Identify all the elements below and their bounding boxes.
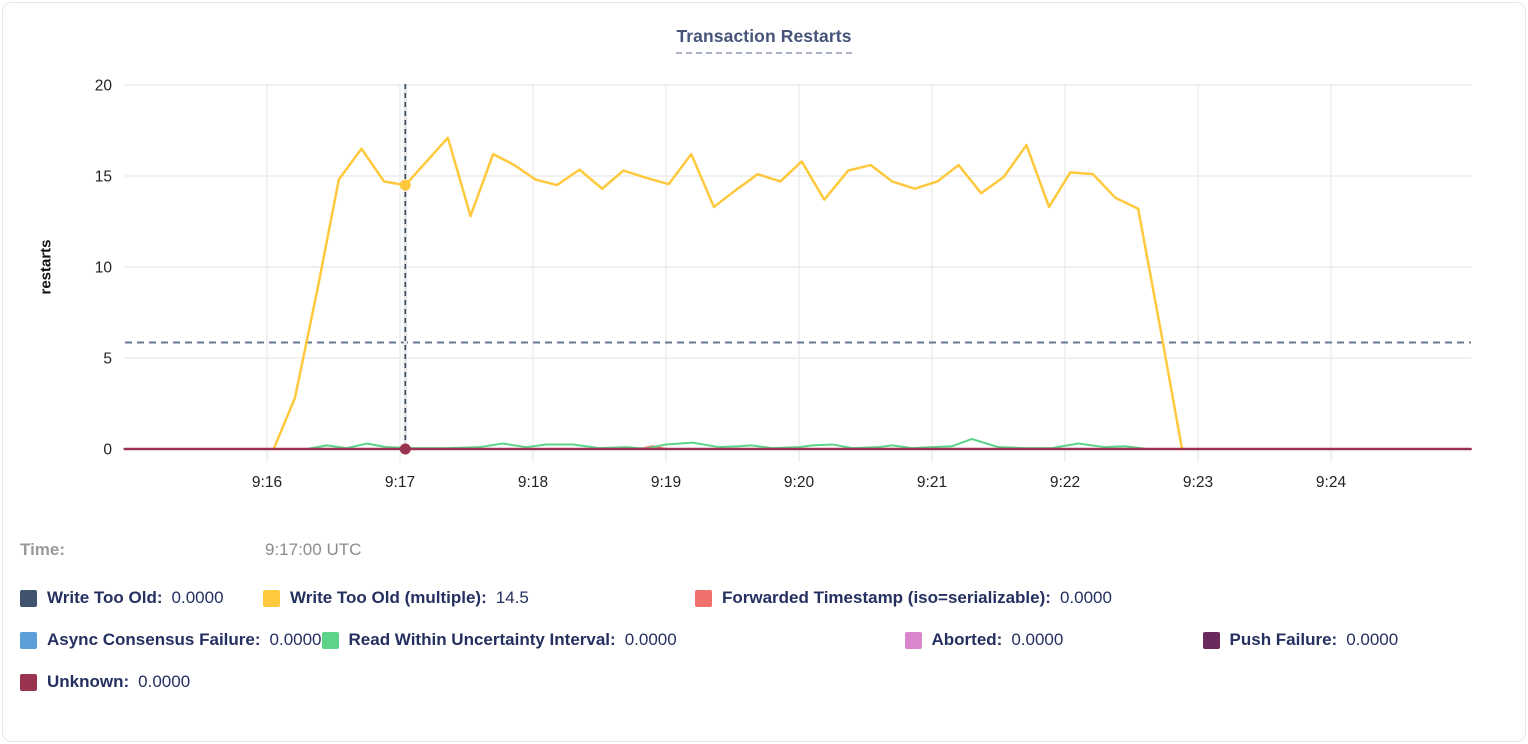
y-tick-label: 5 (103, 351, 112, 368)
x-tick-label: 9:18 (518, 474, 548, 491)
legend-value: 14.5 (495, 588, 529, 607)
legend-label: Write Too Old: (47, 588, 163, 607)
transaction-restarts-chart[interactable]: 0 5 10 15 20 9:16 9:17 9:18 9:19 9:20 9:21 9:22 9:23… (0, 60, 1528, 505)
y-tick-label: 15 (95, 169, 112, 186)
legend-item-unknown[interactable]: Unknown: 0.0000 (20, 672, 190, 692)
legend-label: Unknown: (47, 672, 130, 691)
x-tick-label: 9:23 (1183, 474, 1213, 491)
legend-label: Push Failure: (1229, 630, 1338, 649)
chart-title: Transaction Restarts (676, 26, 852, 54)
legend-row: Write Too Old: 0.0000 Write Too Old (multi… (20, 588, 1398, 608)
legend-item-aborted[interactable]: Aborted: 0.0000 (904, 630, 1203, 650)
legend-label: Forwarded Timestamp (iso=serializable): (722, 588, 1051, 607)
legend-value: 0.0000 (171, 588, 224, 607)
legend-value: 0.0000 (1011, 630, 1064, 649)
legend-item-forwarded-timestamp[interactable]: Forwarded Timestamp (iso=serializable): 0… (695, 588, 1112, 608)
time-value: 9:17:00 UTC (265, 540, 362, 559)
legend-row: Async Consensus Failure: 0.0000 Read Withi… (20, 630, 1398, 650)
x-tick-label: 9:16 (252, 474, 282, 491)
legend-swatch-aborted (904, 631, 922, 649)
legend-label: Read Within Uncertainty Interval: (348, 630, 616, 649)
legend-value: 0.0000 (624, 630, 677, 649)
x-tick-label: 9:24 (1316, 474, 1347, 491)
legend-swatch-async-consensus-failure (20, 631, 37, 649)
series-write-too-old-multiple (272, 136, 1184, 451)
legend-value: 0.0000 (1346, 630, 1399, 649)
legend-swatch-read-within-uncertainty-interval (321, 631, 339, 649)
legend-swatch-forwarded-timestamp (695, 589, 712, 607)
legend-swatch-push-failure (1202, 631, 1220, 649)
legend-item-write-too-old[interactable]: Write Too Old: 0.0000 (20, 588, 263, 608)
x-tick-label: 9:17 (385, 474, 415, 491)
chart-legend: Write Too Old: 0.0000 Write Too Old (multi… (20, 588, 1398, 692)
legend-swatch-write-too-old (20, 589, 37, 607)
time-row: Time: 9:17:00 UTC (20, 540, 1510, 560)
legend-label: Aborted: (931, 630, 1003, 649)
hover-dot-write-too-old-multiple (399, 179, 411, 191)
chart-title-wrap: Transaction Restarts (0, 26, 1528, 54)
series-read-within-uncertainty-interval (305, 437, 1146, 450)
legend-item-push-failure[interactable]: Push Failure: 0.0000 (1202, 630, 1399, 650)
legend-swatch-unknown (20, 673, 37, 691)
x-tick-label: 9:20 (784, 474, 815, 491)
time-label: Time: (20, 540, 66, 559)
legend-item-read-within-uncertainty-interval[interactable]: Read Within Uncertainty Interval: 0.0000 (321, 630, 905, 650)
legend-label: Write Too Old (multiple): (290, 588, 487, 607)
legend-label: Async Consensus Failure: (47, 630, 261, 649)
legend-value: 0.0000 (269, 630, 322, 649)
x-tick-label: 9:19 (651, 474, 681, 491)
y-tick-label: 20 (95, 78, 113, 95)
legend-value: 0.0000 (138, 672, 191, 691)
x-tick-label: 9:22 (1050, 474, 1080, 491)
legend-value: 0.0000 (1059, 588, 1112, 607)
legend-swatch-write-too-old-multiple (263, 589, 280, 607)
y-tick-label: 0 (103, 442, 112, 459)
hover-dot-unknown (399, 443, 411, 455)
y-tick-label: 10 (95, 260, 113, 277)
x-tick-label: 9:21 (917, 474, 947, 491)
legend-row: Unknown: 0.0000 (20, 672, 1398, 692)
legend-item-async-consensus-failure[interactable]: Async Consensus Failure: 0.0000 (20, 630, 322, 650)
legend-item-write-too-old-multiple[interactable]: Write Too Old (multiple): 14.5 (263, 588, 695, 608)
